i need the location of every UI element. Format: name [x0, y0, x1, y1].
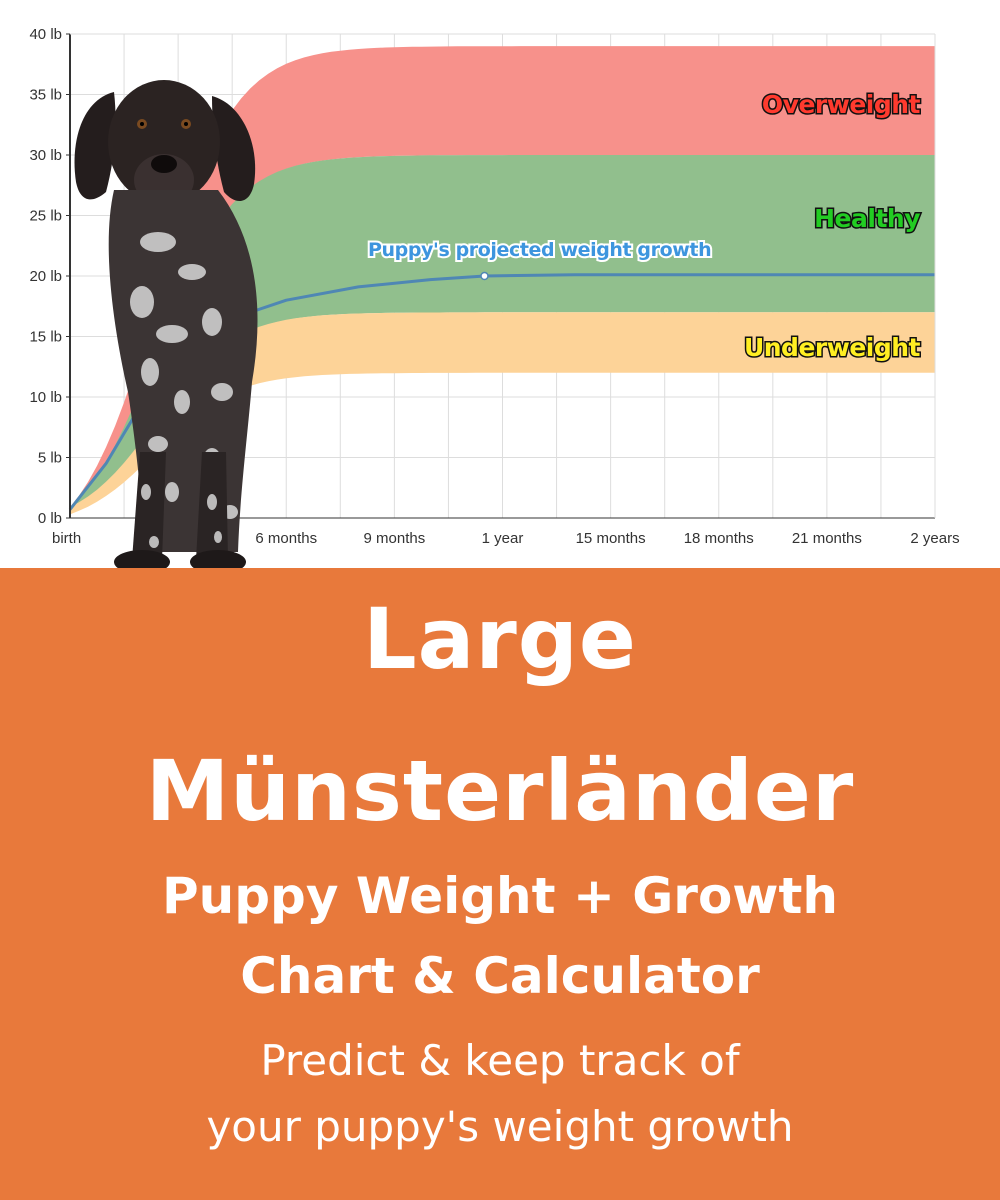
x-tick-label: birth — [52, 530, 81, 547]
x-tick-label: 2 years — [910, 530, 959, 547]
x-tick-label: 9 months — [364, 530, 426, 547]
x-tick-label: 15 months — [576, 530, 646, 547]
dog-image — [74, 80, 258, 574]
chart-axes — [66, 33, 936, 519]
title-banner: Large Münsterländer Puppy Weight + Growt… — [0, 568, 1000, 1200]
band-overweight — [70, 46, 935, 515]
y-tick-label: 20 lb — [29, 268, 62, 285]
x-tick-label: 21 months — [792, 530, 862, 547]
band-labels: Puppy's projected weight growth Overweigh… — [366, 89, 923, 364]
breed-name-line-2: Münsterländer — [145, 742, 855, 840]
band-healthy — [70, 155, 935, 515]
x-tick-label: 18 months — [684, 530, 754, 547]
weight-growth-chart: 0 lb 5 lb 10 lb 15 lb 20 lb 25 lb 30 lb 35 lb 40… — [0, 0, 1000, 574]
series-label: Puppy's projected weight growth — [368, 239, 711, 261]
y-tick-label: 0 lb — [38, 510, 62, 527]
y-tick-label: 35 lb — [29, 87, 62, 104]
tagline-line-1: Predict & keep track of — [260, 1036, 740, 1085]
y-tick-label: 10 lb — [29, 389, 62, 406]
band-label-underweight: Underweight — [744, 333, 921, 362]
y-tick-label: 40 lb — [29, 26, 62, 43]
x-tick-label: 6 months — [255, 530, 317, 547]
y-tick-label: 30 lb — [29, 147, 62, 164]
weight-bands — [70, 46, 935, 515]
x-tick-label: 1 year — [482, 530, 524, 547]
chart-svg: 0 lb 5 lb 10 lb 15 lb 20 lb 25 lb 30 lb 35 lb 40… — [29, 26, 959, 547]
band-underweight — [70, 312, 935, 515]
y-tick-label: 25 lb — [29, 208, 62, 225]
tagline-line-2: your puppy's weight growth — [206, 1102, 794, 1151]
y-tick-label: 5 lb — [38, 450, 62, 467]
breed-name-line-1: Large — [363, 590, 637, 688]
y-tick-label: 15 lb — [29, 329, 62, 346]
projected-weight-marker — [480, 271, 489, 281]
subtitle-line-2: Chart & Calculator — [240, 947, 760, 1005]
subtitle-line-1: Puppy Weight + Growth — [162, 867, 838, 925]
band-label-overweight: Overweight — [762, 90, 921, 119]
band-label-healthy: Healthy — [814, 204, 920, 233]
